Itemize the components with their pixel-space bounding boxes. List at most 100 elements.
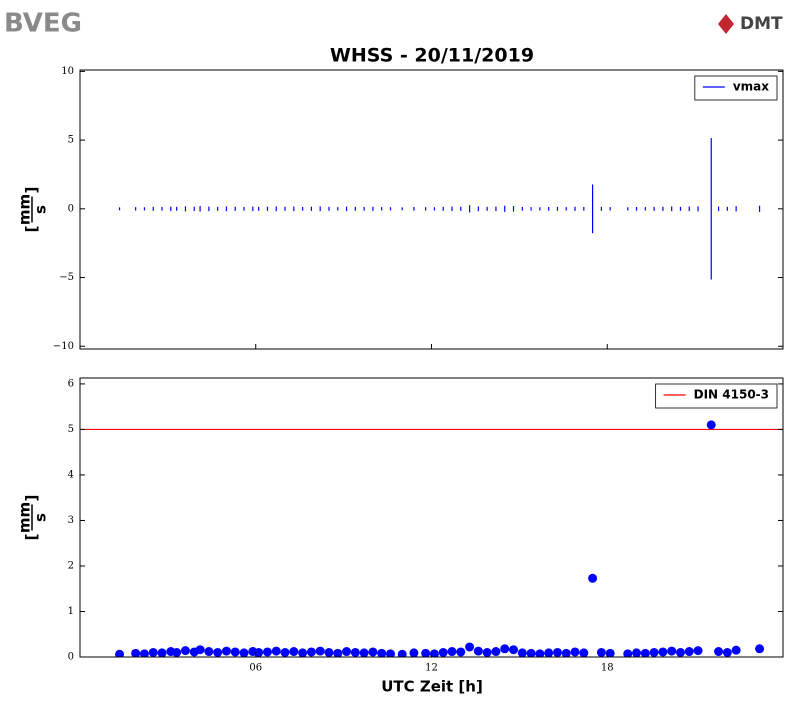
point — [131, 648, 141, 657]
point — [438, 647, 448, 657]
y-tick-label: 6 — [68, 378, 74, 389]
point — [517, 648, 527, 657]
point — [377, 648, 387, 657]
plot-area — [118, 138, 761, 280]
point — [157, 648, 167, 657]
logo-right: DMT — [740, 14, 783, 34]
point — [500, 644, 510, 654]
point — [429, 649, 439, 657]
point — [491, 647, 501, 657]
x-tick-label: 12 — [425, 663, 438, 674]
plot-area — [80, 420, 783, 657]
legend: DIN 4150-3 — [655, 383, 778, 409]
point — [526, 648, 536, 657]
x-tick-label: 18 — [601, 663, 614, 674]
point — [658, 647, 668, 657]
point — [421, 648, 431, 657]
point — [722, 647, 732, 657]
point — [397, 649, 407, 657]
point — [289, 647, 299, 657]
axes-frame — [79, 377, 784, 658]
y-axis-label: [mms] — [16, 187, 50, 233]
point — [675, 647, 685, 657]
point — [693, 646, 703, 656]
point — [588, 573, 598, 583]
point — [115, 649, 125, 657]
point — [482, 647, 492, 657]
point — [359, 648, 369, 657]
point — [570, 647, 580, 657]
point — [298, 648, 308, 657]
point — [640, 648, 650, 657]
point — [714, 647, 724, 657]
point — [315, 646, 325, 656]
point — [368, 647, 378, 657]
x-axis-label: UTC Zeit [h] — [381, 678, 483, 696]
point — [148, 647, 158, 657]
y-label-bracket: ] — [23, 495, 41, 502]
point — [465, 642, 475, 652]
point — [579, 648, 589, 657]
point — [306, 647, 316, 657]
point — [350, 647, 360, 657]
point — [473, 646, 483, 656]
point — [195, 645, 205, 655]
y-label-numerator: mm — [16, 194, 34, 225]
logo-left: BVEG — [4, 9, 82, 39]
point — [204, 647, 214, 657]
point — [667, 646, 677, 656]
y-tick-label: 2 — [68, 560, 74, 571]
y-label-denominator: s — [32, 205, 50, 214]
axes-frame — [79, 69, 784, 350]
point — [180, 646, 190, 656]
point — [262, 647, 272, 657]
y-label-bracket: [ — [23, 226, 41, 233]
point — [271, 646, 281, 656]
y-tick-label: 5 — [68, 424, 74, 435]
point — [535, 649, 545, 657]
point — [605, 648, 615, 657]
point — [596, 647, 606, 657]
y-label-bracket: [ — [23, 534, 41, 541]
point — [544, 648, 554, 657]
point — [342, 647, 352, 657]
x-tick-label: 06 — [249, 663, 262, 674]
y-tick-label: 10 — [61, 66, 74, 77]
point — [213, 647, 223, 657]
point — [649, 647, 659, 657]
legend-box — [694, 75, 778, 101]
point — [561, 648, 571, 657]
y-tick-label: 5 — [68, 135, 74, 146]
logo-icon — [718, 14, 734, 34]
point — [447, 647, 457, 657]
y-tick-label: 0 — [68, 652, 74, 663]
point — [731, 645, 741, 655]
point — [755, 644, 765, 654]
point — [552, 647, 562, 657]
legend: vmax — [694, 75, 778, 101]
point — [456, 647, 466, 657]
point — [139, 649, 149, 657]
y-tick-label: 1 — [68, 606, 74, 617]
point — [333, 648, 343, 657]
y-axis-label: [mms] — [16, 495, 50, 541]
point — [684, 647, 694, 657]
point — [280, 647, 290, 657]
y-tick-label: 0 — [68, 203, 74, 214]
point — [254, 647, 264, 657]
chart-title: WHSS - 20/11/2019 — [330, 45, 534, 67]
point — [324, 647, 334, 657]
y-tick-label: −5 — [59, 272, 74, 283]
y-tick-label: −10 — [53, 341, 74, 352]
point — [221, 646, 231, 656]
legend-label: DIN 4150-3 — [694, 388, 769, 402]
point — [706, 420, 716, 430]
point — [230, 647, 240, 657]
y-label-denominator: s — [32, 513, 50, 522]
y-tick-label: 4 — [68, 469, 74, 480]
point — [239, 648, 249, 657]
point — [172, 647, 182, 657]
y-label-bracket: ] — [23, 187, 41, 194]
point — [409, 648, 419, 657]
